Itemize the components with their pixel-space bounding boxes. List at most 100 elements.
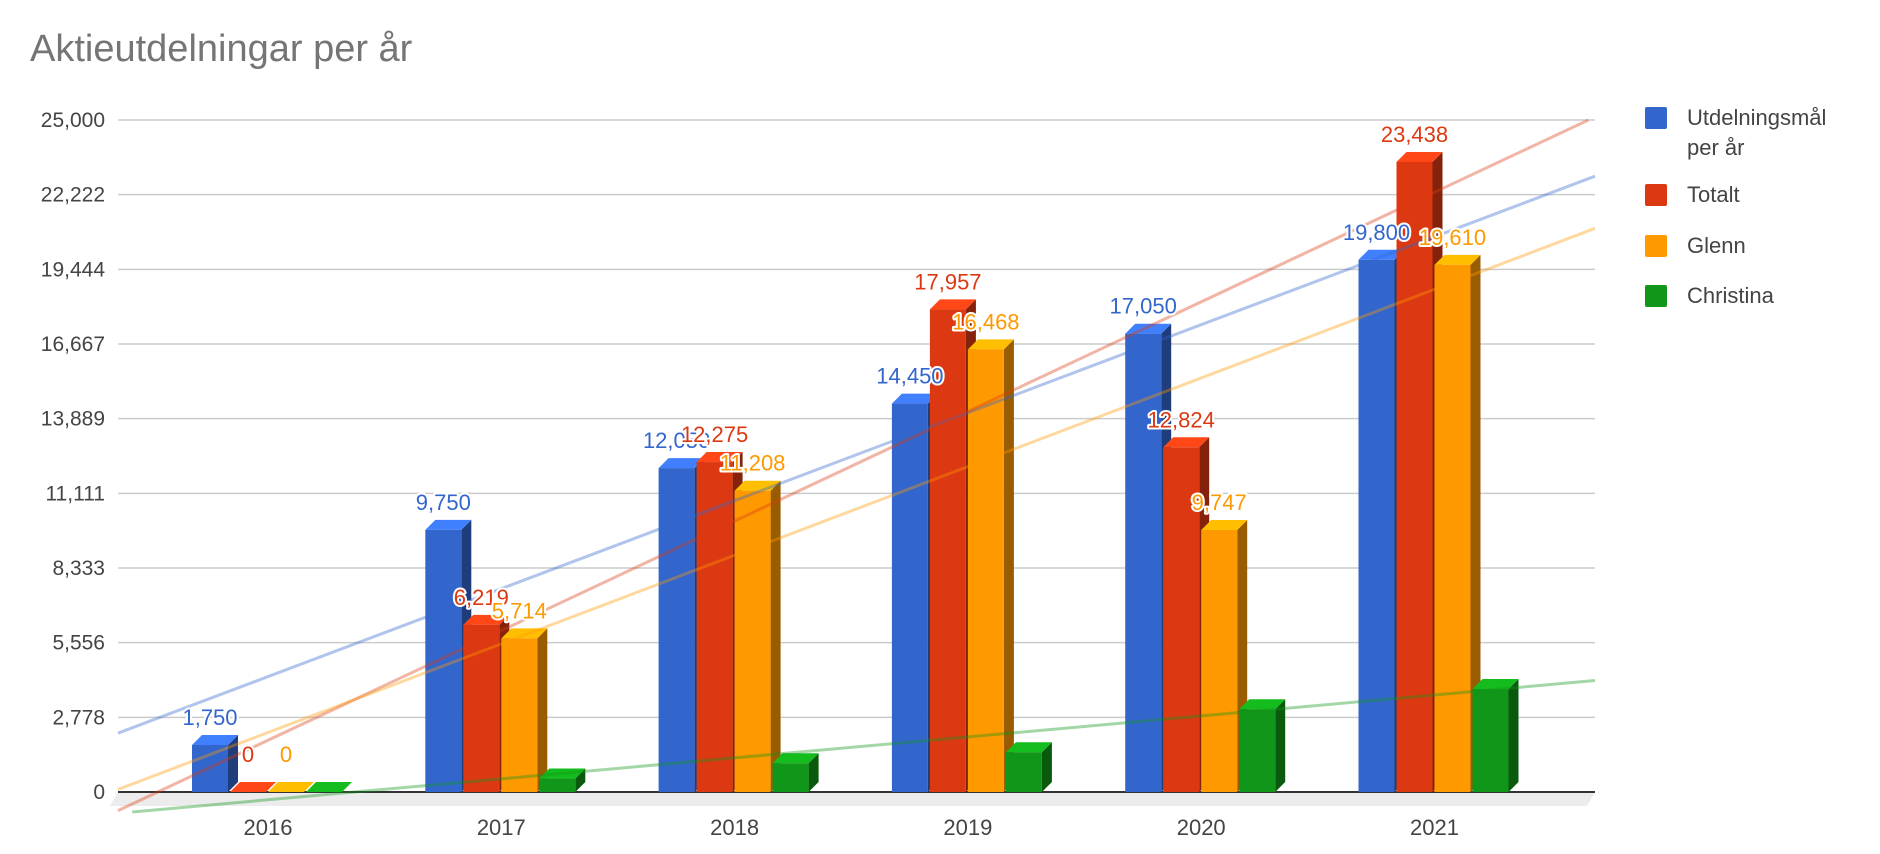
bar-top [1201,520,1248,531]
bar-side [537,628,548,792]
data-label: 12,824 [1148,407,1215,432]
y-tick-label: 8,333 [52,557,105,580]
data-label: 19,800 [1343,220,1410,245]
bar-front [1358,259,1395,792]
data-label: 5,714 [492,598,547,623]
bar-top [501,628,548,639]
y-tick-label: 13,889 [41,408,105,431]
gridlines [118,119,1595,793]
x-tick-label: 2020 [1177,815,1226,840]
bar-top [734,480,781,491]
bar-front [539,778,576,792]
bar-side [1003,339,1014,792]
trendline [117,118,1590,813]
bar-top [929,299,976,310]
bar-front [425,529,462,792]
trendlines [117,118,1596,814]
x-tick-label: 2018 [710,815,759,840]
bar-side [575,768,586,792]
legend-swatch [1645,235,1667,257]
data-label: 9,747 [1192,490,1247,515]
y-tick-label: 0 [93,781,105,804]
bar-front [772,763,809,792]
y-tick-label: 22,222 [41,184,105,207]
bar-top [463,614,510,625]
bar [501,628,548,792]
bar-top [306,782,352,792]
bar-top [967,339,1014,350]
data-label: 23,438 [1381,122,1448,147]
bar-top [539,768,586,779]
bar-side [1508,679,1519,792]
bar [425,519,472,792]
bar-top [696,452,743,463]
data-label: 12,050 [643,428,710,453]
bar-front [1472,689,1509,792]
bar-top [1434,254,1481,265]
data-label: 6,219 [454,585,509,610]
y-tick-label: 19,444 [41,258,106,281]
data-label: 12,275 [681,422,748,447]
bar-front [1239,709,1276,792]
bar-front [696,462,733,792]
legend-item[interactable]: Glenn [1645,233,1746,258]
x-tick-label: 2021 [1410,815,1459,840]
data-label: 17,957 [914,269,981,294]
legend-label: Glenn [1687,233,1746,258]
bar-front [1434,264,1471,793]
bar [306,782,352,792]
legend-swatch [1645,285,1667,307]
bar-side [1041,742,1052,792]
legend-label: Utdelningsmål per år [1687,105,1826,160]
bar-front [929,309,966,792]
trendline [117,174,1596,735]
legend-item[interactable]: Utdelningsmål per år [1645,105,1826,160]
bar [1434,254,1481,793]
y-tick-label: 25,000 [41,109,105,132]
bar [967,339,1014,792]
legend-swatch [1645,107,1667,129]
bar-side [228,734,238,792]
trendline [132,679,1596,814]
bar-top [891,393,938,404]
bar-top [425,519,472,530]
bar-top [772,753,819,764]
x-tick-label: 2016 [244,815,293,840]
bar-front [1163,447,1200,792]
data-label: 11,208 [720,451,786,476]
y-axis-ticks: 0 2,778 5,556 8,333 11,111 13,889 16,667 19,444… [41,109,106,804]
bar-top [1358,249,1405,260]
bar-top [1163,437,1210,448]
x-tick-label: 2019 [943,815,992,840]
bar-front [1125,333,1162,792]
bar-front [463,624,500,792]
bar-top [1239,699,1286,710]
legend-item[interactable]: Totalt [1645,182,1740,207]
data-label: 14,450 [876,364,943,389]
bar-top [1005,742,1052,753]
data-label: 19,610 [1419,225,1486,250]
data-label: 0 [280,742,292,767]
bar-front [501,638,538,792]
legend: Utdelningsmål per år Totalt Glenn Christina [1645,105,1826,308]
data-label: 17,050 [1110,294,1177,319]
legend-swatch [1645,184,1667,206]
bar-front [1201,530,1238,792]
bar-top [192,734,238,745]
bar [1472,679,1519,792]
bar [192,734,238,792]
bar-front [1005,752,1042,792]
bar-top [268,782,314,792]
bar-front [1396,161,1433,792]
legend-item[interactable]: Christina [1645,283,1775,308]
data-label: 0 [242,742,254,767]
bar-top [658,458,705,469]
x-tick-label: 2017 [477,815,526,840]
x-axis-labels: 2016 2017 2018 2019 2020 2021 [244,815,1459,840]
bars [192,151,1519,793]
bar [539,768,586,792]
bar-front [658,468,695,792]
bar [772,753,819,792]
